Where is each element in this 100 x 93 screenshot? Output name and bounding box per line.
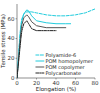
page: {"chart_data": {"type": "line", "title":…	[0, 0, 100, 93]
y-tick	[16, 18, 18, 19]
y-tick-label: 20	[8, 55, 15, 61]
x-tick-label: 0	[15, 80, 19, 86]
y-axis-label: Tensile stress (MPa)	[0, 14, 6, 69]
series-line	[17, 9, 95, 78]
x-axis-label: Elongation (%)	[36, 86, 77, 93]
x-axis-line	[17, 78, 95, 79]
plot-area	[17, 9, 95, 78]
y-tick	[16, 58, 18, 59]
x-tick-label: 80	[92, 80, 99, 86]
legend-swatch	[36, 55, 44, 56]
y-tick	[16, 78, 18, 79]
y-tick-label: 60	[8, 16, 15, 22]
y-tick-label: 0	[11, 75, 15, 81]
legend-swatch	[36, 61, 44, 62]
y-tick	[16, 38, 18, 39]
legend-swatch	[36, 67, 44, 68]
legend-swatch	[36, 73, 44, 74]
legend: Polyamide-6POM homopolymerPOM copolymerP…	[36, 52, 94, 77]
legend-label: Polycarbonate	[45, 70, 81, 77]
y-tick-label: 40	[8, 35, 15, 41]
chart: 0204060800204060Elongation (%)Tensile st…	[0, 0, 100, 93]
